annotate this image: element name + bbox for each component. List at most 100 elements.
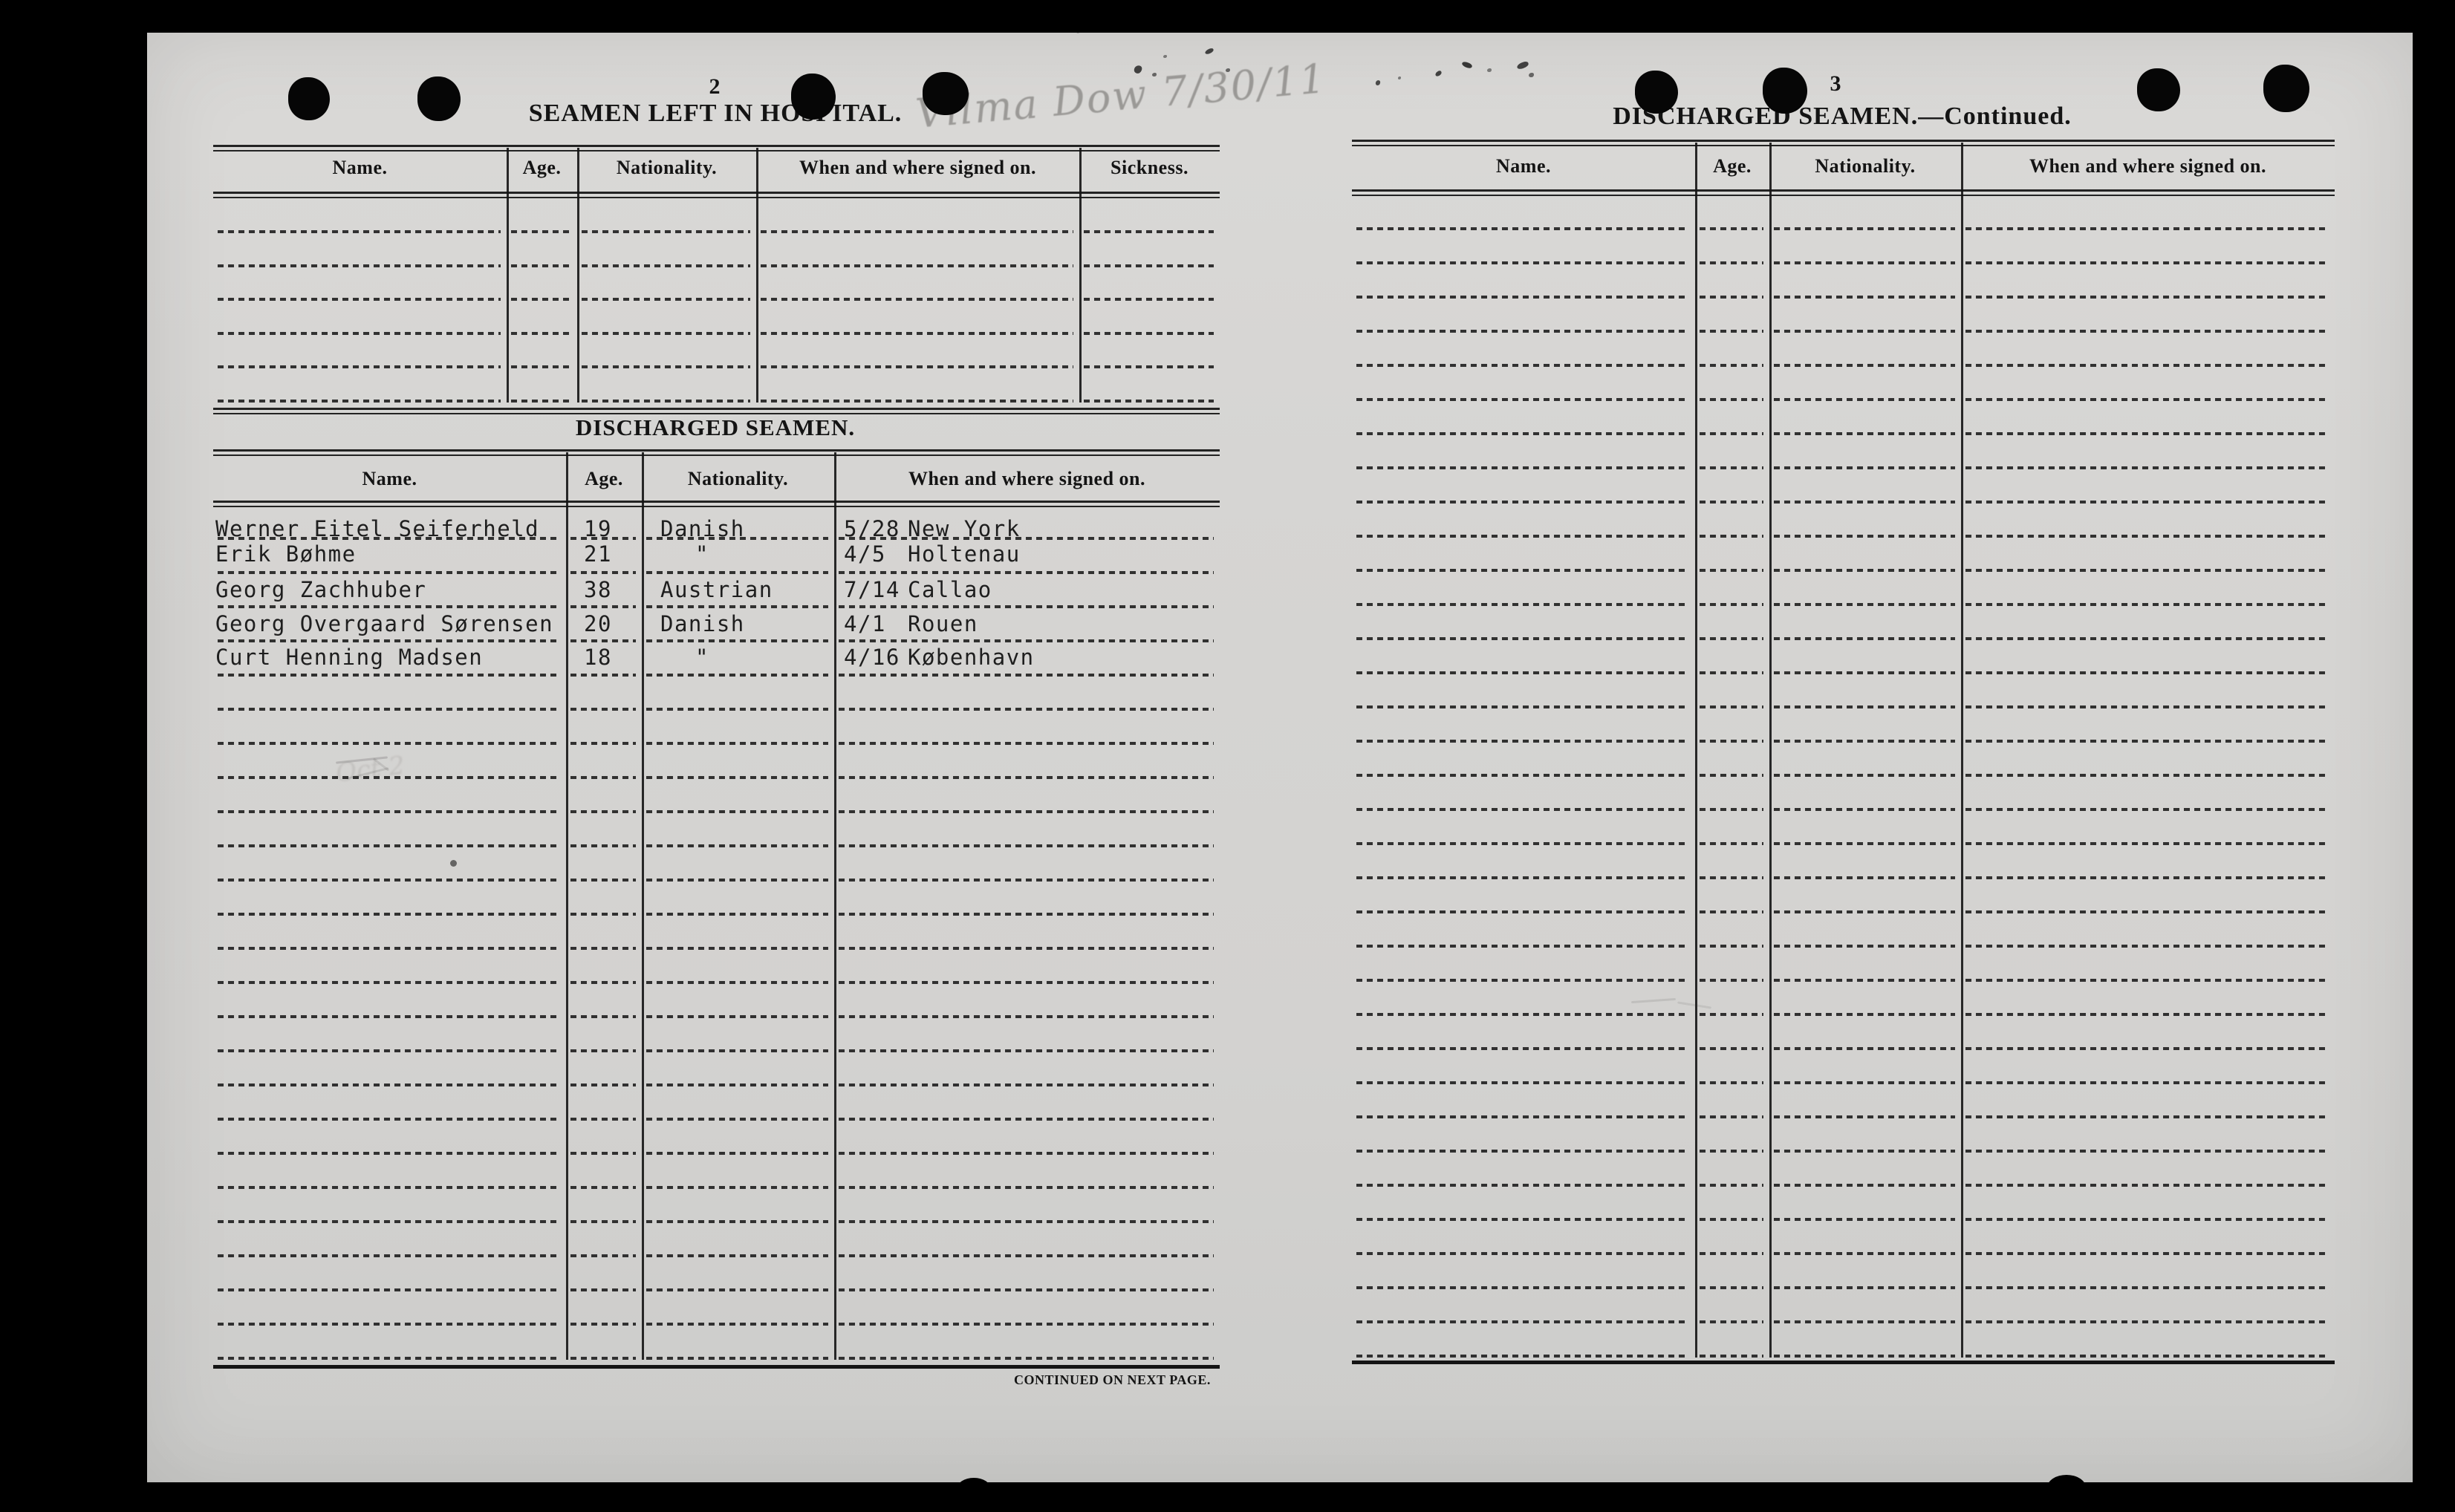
ruled-row-line	[570, 571, 636, 574]
ruled-row-line	[218, 1049, 560, 1052]
ruled-row-line	[839, 1084, 1214, 1086]
ruled-row-line	[1774, 637, 1955, 640]
ruled-row-line	[1356, 227, 1689, 230]
ruled-row-line	[761, 264, 1073, 267]
ruled-row-line	[1084, 230, 1214, 233]
column-divider	[834, 452, 836, 1360]
ruled-row-line	[1356, 671, 1689, 674]
entry-nationality: Austrian	[660, 577, 773, 602]
ruled-row-line	[1965, 808, 2329, 811]
ruled-row-line	[218, 1015, 560, 1018]
entry-name: Georg Overgaard Sørensen	[215, 611, 554, 636]
ruled-row-line	[218, 844, 560, 847]
column-divider	[577, 148, 579, 403]
ruled-row-line	[1700, 706, 1763, 708]
ruled-row-line	[1700, 671, 1763, 674]
ruled-row-line	[1774, 535, 1955, 538]
ruled-row-line	[1700, 330, 1763, 333]
ruled-row-line	[218, 1084, 560, 1086]
ruled-row-line	[1774, 1115, 1955, 1118]
ruled-row-line	[218, 1186, 560, 1189]
column-header: Nationality.	[687, 468, 789, 489]
ruled-row-line	[1774, 671, 1955, 674]
right-page-title: DISCHARGED SEAMEN.—Continued.	[1613, 102, 2072, 130]
entry-nationality: Danish	[660, 516, 745, 541]
entry-age: 18	[584, 645, 612, 670]
ruled-row-line	[1700, 432, 1763, 435]
ruled-row-line	[646, 1254, 828, 1257]
ruled-row-line	[1774, 1047, 1955, 1050]
punch-hole	[2263, 65, 2309, 112]
entry-signed-date: 5/28	[844, 516, 900, 541]
ruled-row-line	[1965, 535, 2329, 538]
ruled-row-line	[582, 365, 750, 368]
entry-name: Curt Henning Madsen	[215, 645, 484, 670]
ruled-row-line	[646, 947, 828, 950]
ruled-row-line	[839, 1357, 1214, 1360]
ruled-row-line	[1356, 296, 1689, 299]
ruled-row-line	[1700, 398, 1763, 401]
left-page-title: SEAMEN LEFT IN HOSPITAL.	[528, 100, 903, 127]
ruled-row-line	[1700, 637, 1763, 640]
ruled-row-line	[1356, 398, 1689, 401]
ruled-row-line	[646, 639, 828, 642]
ruled-row-line	[1774, 432, 1955, 435]
ruled-row-line	[218, 264, 501, 267]
ruled-row-line	[1774, 261, 1955, 264]
ruled-row-line	[1965, 227, 2329, 230]
ruled-row-line	[1700, 466, 1763, 469]
ruled-row-line	[582, 264, 750, 267]
ruled-row-line	[1965, 330, 2329, 333]
ruled-row-line	[570, 1323, 636, 1326]
table-bottom-rule	[213, 1365, 1220, 1369]
ruled-row-line	[218, 742, 560, 745]
column-header: Age.	[522, 157, 562, 178]
ruled-row-line	[570, 605, 636, 608]
ruled-row-line	[1965, 1218, 2329, 1221]
ruled-row-line	[218, 298, 501, 301]
entry-nationality: "	[695, 645, 709, 670]
column-divider	[1079, 148, 1082, 403]
ruled-row-line	[1356, 1218, 1689, 1221]
ruled-row-line	[839, 1254, 1214, 1257]
ruled-row-line	[1700, 1286, 1763, 1289]
ruled-row-line	[570, 810, 636, 813]
ruled-row-line	[218, 537, 560, 540]
ruled-row-line	[570, 776, 636, 779]
ruled-row-line	[1965, 979, 2329, 982]
scan-border-bottom	[0, 1482, 2455, 1512]
table-header-rule	[213, 501, 1220, 507]
ruled-row-line	[570, 742, 636, 745]
ruled-row-line	[570, 1288, 636, 1291]
ruled-row-line	[570, 708, 636, 711]
punch-hole	[1635, 71, 1678, 114]
ruled-row-line	[1356, 261, 1689, 264]
ruled-row-line	[839, 1323, 1214, 1326]
ruled-row-line	[1965, 261, 2329, 264]
ruled-row-line	[1774, 296, 1955, 299]
ruled-row-line	[218, 913, 560, 916]
ruled-row-line	[839, 605, 1214, 608]
ruled-row-line	[218, 1254, 560, 1257]
ruled-row-line	[1356, 1355, 1689, 1358]
ruled-row-line	[582, 331, 750, 335]
ruled-row-line	[218, 230, 501, 233]
right-page-number: 3	[1830, 71, 1841, 96]
ruled-row-line	[1700, 1218, 1763, 1221]
ruled-row-line	[1774, 398, 1955, 401]
ink-dot	[450, 860, 457, 867]
punch-hole	[288, 77, 330, 120]
ruled-row-line	[646, 913, 828, 916]
punch-hole	[417, 76, 461, 121]
ink-speck	[1487, 68, 1492, 72]
ruled-row-line	[218, 776, 560, 779]
ruled-row-line	[646, 1288, 828, 1291]
entry-age: 38	[584, 577, 612, 602]
ruled-row-line	[761, 298, 1073, 301]
ruled-row-line	[218, 399, 501, 403]
entry-age: 21	[584, 541, 612, 567]
ruled-row-line	[218, 1323, 560, 1326]
ruled-row-line	[839, 879, 1214, 882]
ruled-row-line	[1356, 1286, 1689, 1289]
ruled-row-line	[1700, 603, 1763, 606]
